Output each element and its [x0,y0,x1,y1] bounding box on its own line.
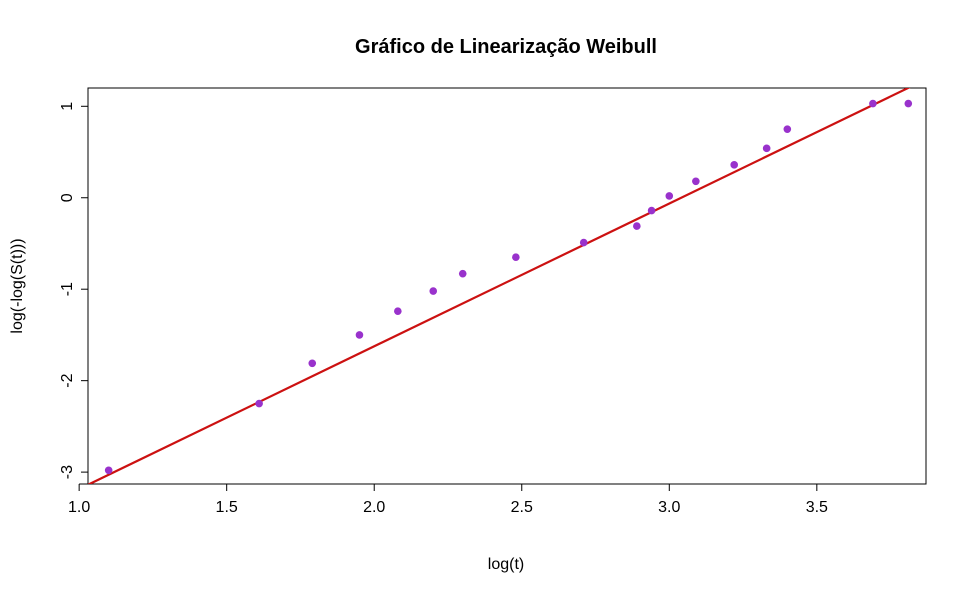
y-tick-label: 0 [59,193,76,202]
data-point [869,99,877,108]
x-tick-label: 2.5 [511,499,533,516]
y-tick-label: -1 [59,282,76,296]
chart-title: Gráfico de Linearização Weibull [355,36,657,58]
data-point [783,125,792,133]
y-axis: -3 -2 -1 0 1 [59,102,89,479]
data-point [730,161,739,169]
data-point [665,192,674,200]
data-point [633,222,641,230]
plot-area [88,88,913,484]
x-tick-label: 1.0 [68,499,90,516]
data-point [429,287,438,295]
x-tick-label: 3.5 [806,499,828,516]
data-point [255,399,263,408]
fit-line [88,88,911,484]
x-tick-label: 3.0 [658,499,680,516]
data-point [647,206,656,215]
y-tick-label: 1 [59,102,76,111]
data-point [394,307,402,315]
y-tick-label: -2 [59,373,76,387]
data-point [308,359,317,368]
data-point [104,466,113,475]
x-tick-label: 1.5 [216,499,238,516]
y-axis-label: log(-log(S(t))) [9,238,26,333]
data-point [762,144,771,153]
data-point [904,99,913,108]
x-axis: 1.0 1.5 2.0 2.5 3.0 3.5 [68,483,828,516]
y-tick-label: -3 [59,465,76,479]
data-point [355,331,364,339]
data-point [512,253,520,261]
data-point [458,269,467,278]
data-point [692,177,700,186]
x-axis-label: log(t) [488,556,524,573]
x-tick-label: 2.0 [363,499,385,516]
data-point [579,238,588,247]
